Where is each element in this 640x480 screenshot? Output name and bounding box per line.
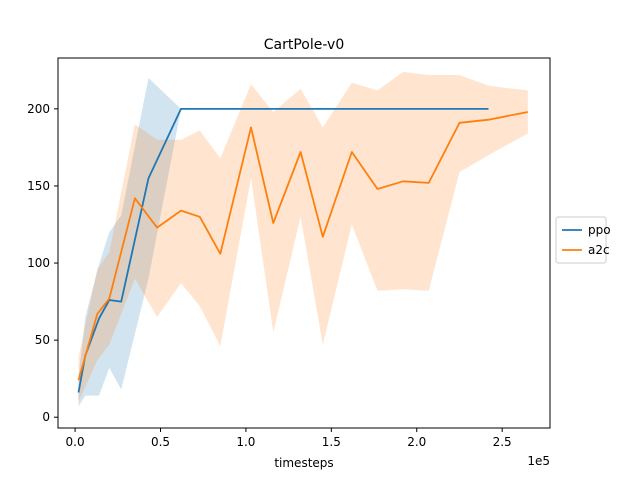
x-tick-label: 0.0 [66, 435, 85, 449]
x-tick-label: 2.5 [493, 435, 512, 449]
legend-label-ppo: ppo [588, 223, 611, 237]
series-ppo-confidence-band [78, 78, 489, 407]
chart-title: CartPole-v0 [264, 37, 344, 53]
x-tick-label: 1.0 [236, 435, 255, 449]
plot-frame [57, 57, 551, 429]
y-tick-label: 150 [27, 179, 50, 193]
x-axis-label: timesteps [274, 456, 333, 470]
x-tick-label: 1.5 [322, 435, 341, 449]
x-axis-scale-note: 1e5 [527, 454, 550, 468]
y-tick-label: 200 [27, 102, 50, 116]
legend-box [555, 216, 607, 264]
y-tick-label: 100 [27, 256, 50, 270]
x-tick-label: 2.0 [407, 435, 426, 449]
series-a2c-line [77, 111, 528, 381]
legend-label-a2c: a2c [588, 243, 610, 257]
x-tick-label: 0.5 [151, 435, 170, 449]
y-tick-label: 50 [35, 333, 50, 347]
y-tick-label: 0 [42, 410, 50, 424]
series-a2c-confidence-band [78, 71, 528, 402]
